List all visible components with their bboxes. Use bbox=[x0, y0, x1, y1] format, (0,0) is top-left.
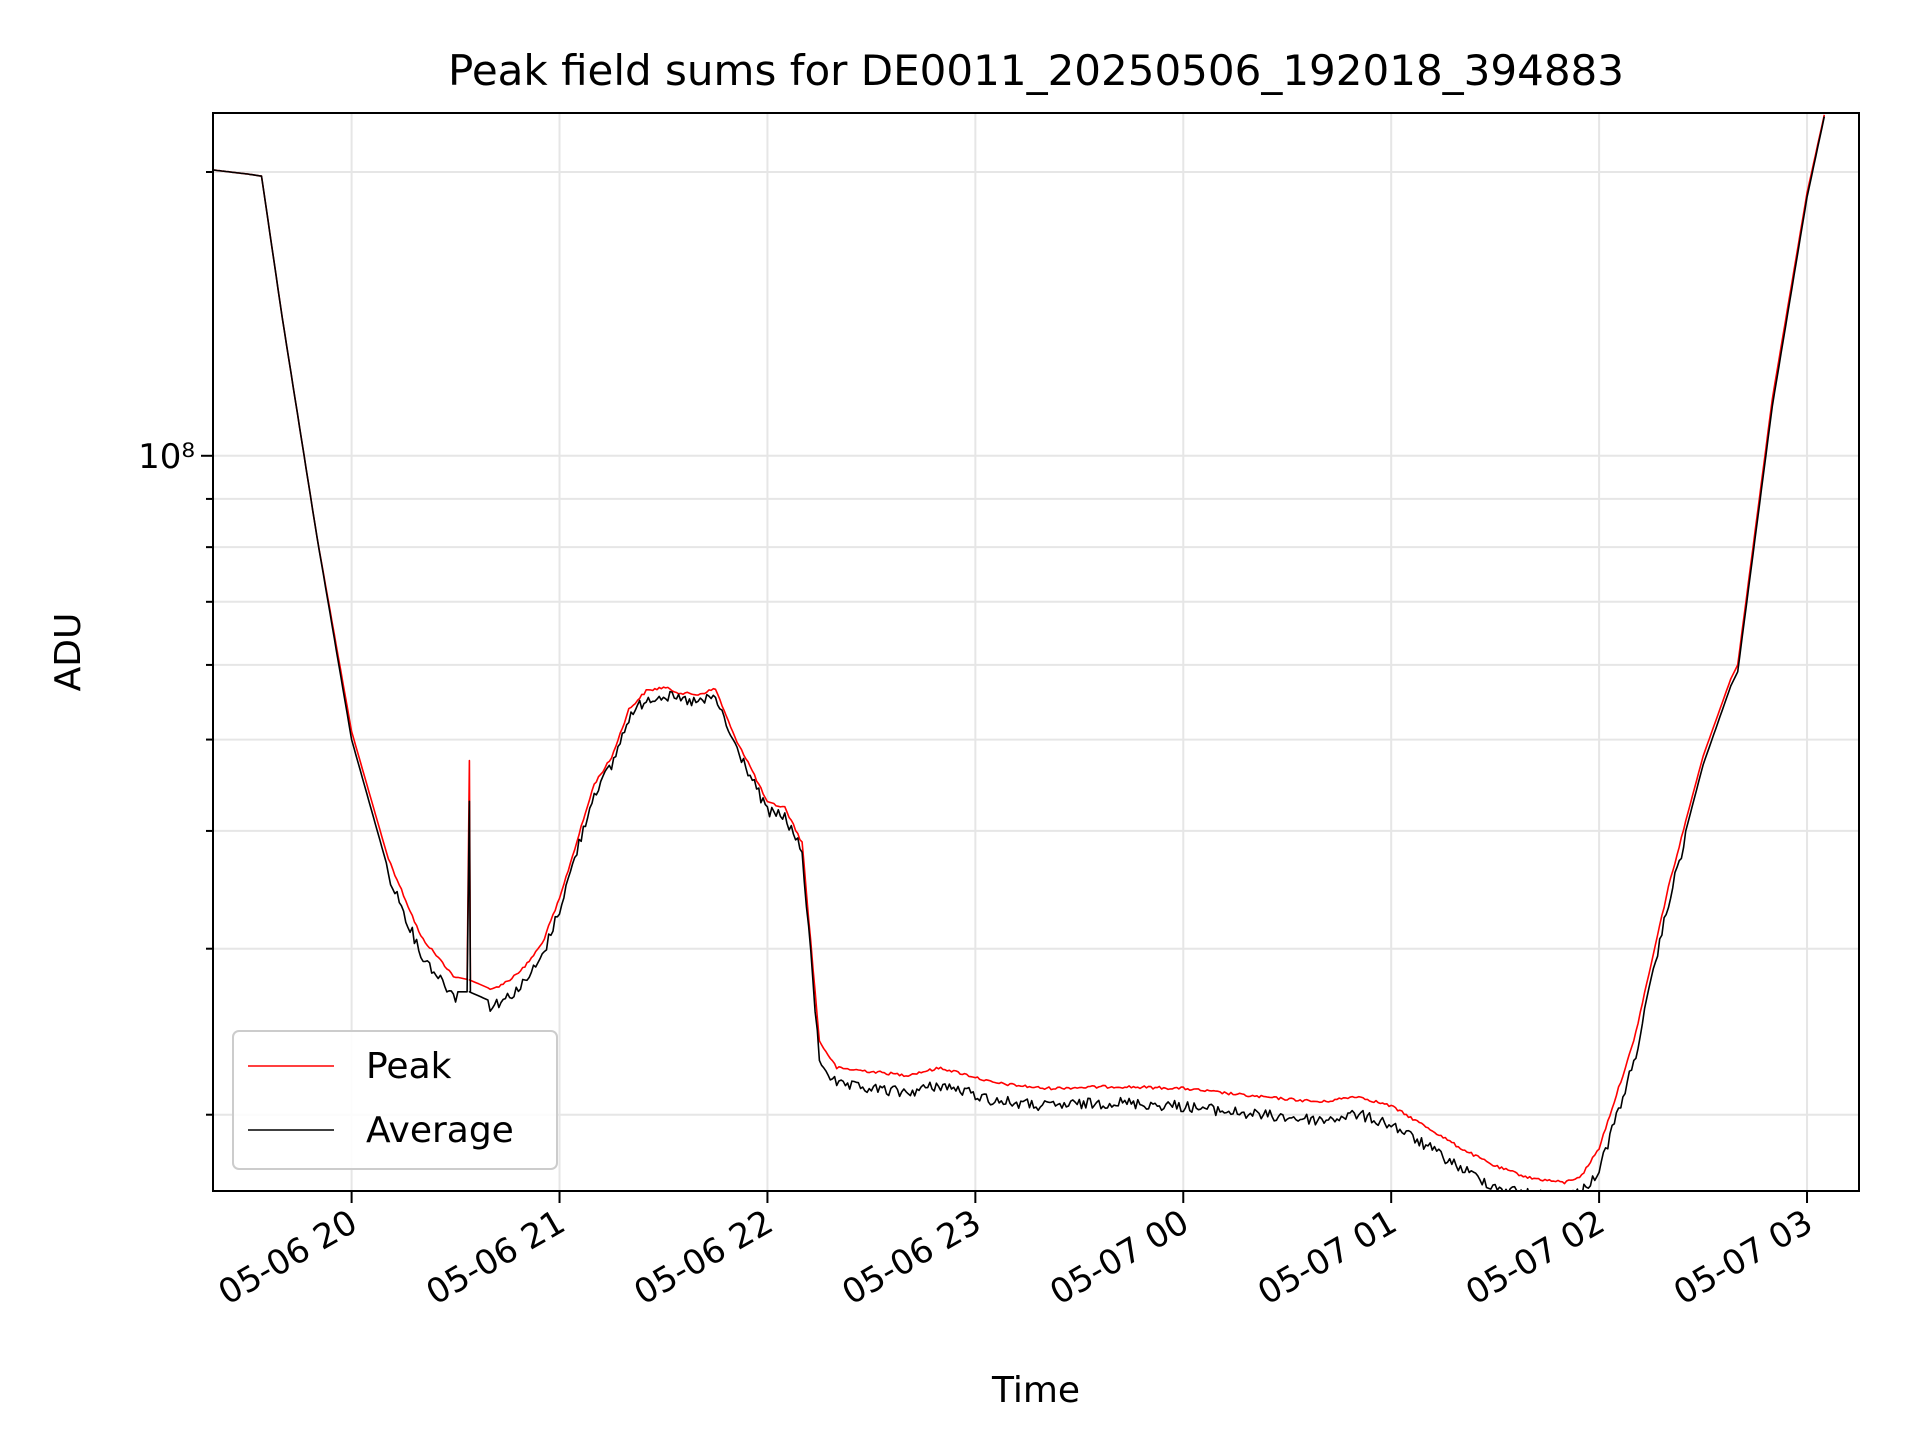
chart-title: Peak field sums for DE0011_20250506_1920… bbox=[448, 46, 1624, 95]
series-line-peak bbox=[213, 114, 1826, 1185]
series-line-average bbox=[213, 116, 1826, 1191]
grid bbox=[213, 113, 1859, 1191]
plot-frame bbox=[212, 112, 1860, 1192]
series-layer bbox=[213, 114, 1826, 1191]
x-axis-title: Time bbox=[991, 1370, 1080, 1411]
legend: Peak Average bbox=[232, 1030, 558, 1170]
plot-area bbox=[213, 114, 1826, 1191]
y-tick-label: 10⁸ bbox=[138, 437, 195, 477]
y-axis-title: ADU bbox=[48, 613, 89, 692]
y-axis: 10⁸ bbox=[138, 170, 213, 1116]
legend-label-average: Average bbox=[366, 1110, 514, 1151]
legend-label-peak: Peak bbox=[366, 1046, 452, 1087]
